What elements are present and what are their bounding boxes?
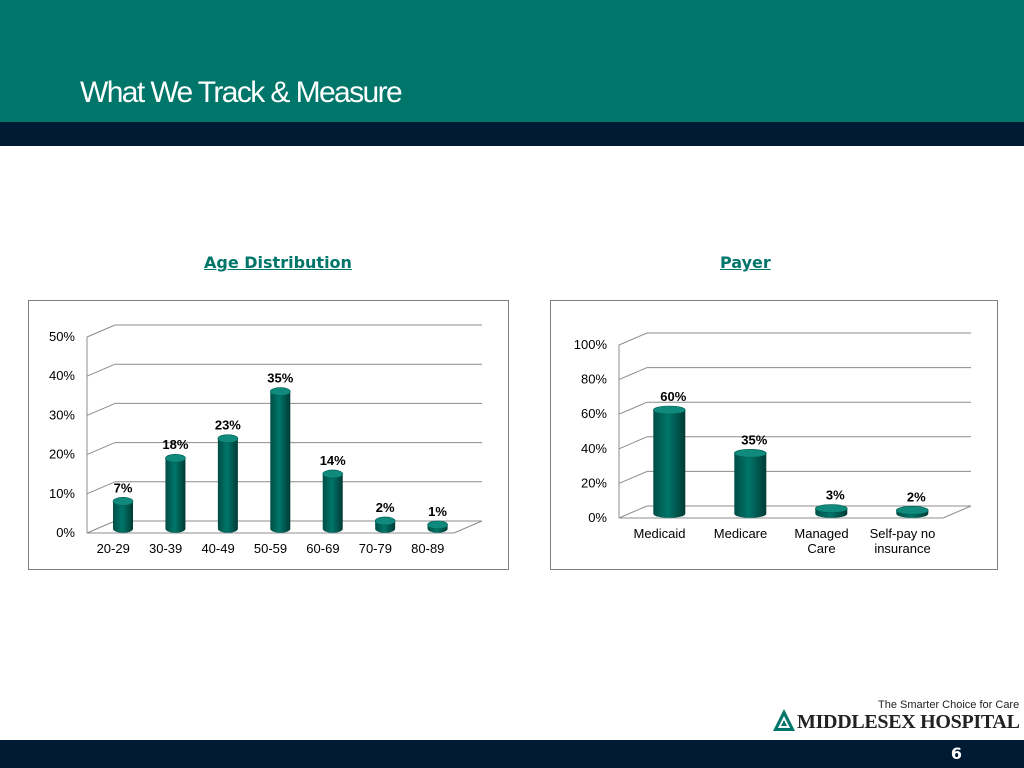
gridline-diagonal: [618, 470, 648, 484]
bar-top: [427, 520, 448, 530]
bar: [374, 516, 396, 533]
bar: [165, 453, 186, 533]
bar-body: [270, 391, 291, 533]
x-tick-label: Managed: [794, 526, 848, 541]
bar-top: [112, 497, 134, 506]
bar-top: [814, 504, 848, 513]
logo-triangle-icon: [772, 708, 796, 737]
floor-edge-diagonal: [453, 520, 483, 534]
y-tick-label: 50%: [49, 329, 75, 344]
age-distribution-chart: 0% 10% 20% 30% 40% 50% 7% 20-29 18% 30-39 23% 40-49…: [28, 300, 509, 570]
logo-tagline: The Smarter Choice for Care: [878, 699, 1020, 711]
payer-chart-svg: 0% 20% 40% 60% 80% 100% 60% Medicaid 35% Medicare…: [574, 332, 972, 556]
header-stripe: [0, 122, 1024, 146]
bar-top: [895, 506, 929, 515]
y-tick-label: 30%: [49, 407, 75, 422]
page-number: 6: [950, 744, 962, 763]
bar: [734, 448, 767, 518]
gridline-diagonal: [618, 505, 648, 519]
y-tick-label: 20%: [49, 447, 75, 462]
bar-body: [734, 453, 767, 518]
x-tick-label: 20-29: [97, 541, 130, 556]
value-label: 2%: [376, 500, 395, 515]
y-tick-label: 40%: [49, 368, 75, 383]
header-band: [0, 0, 1024, 122]
y-tick-label: 0%: [588, 510, 607, 525]
x-tick-label: 60-69: [306, 541, 339, 556]
x-tick-label: Care: [807, 541, 835, 556]
bar: [217, 434, 239, 533]
bar-body: [653, 410, 686, 518]
chart-gridlines: [618, 332, 971, 519]
gridline-diagonal: [618, 401, 648, 415]
x-tick-label: 70-79: [359, 541, 392, 556]
gridline-diagonal: [86, 442, 116, 456]
gridline-diagonal: [618, 367, 648, 381]
y-tick-label: 100%: [574, 337, 608, 352]
bar: [814, 504, 848, 518]
x-tick-label: 40-49: [201, 541, 234, 556]
gridline-diagonal: [86, 520, 116, 534]
bar: [270, 387, 291, 533]
y-tick-label: 40%: [581, 441, 607, 456]
value-label: 60%: [660, 389, 686, 404]
gridline-diagonal: [86, 324, 116, 338]
y-tick-label: 10%: [49, 486, 75, 501]
x-tick-label: Medicaid: [633, 526, 685, 541]
y-tick-label: 0%: [56, 525, 75, 540]
payer-chart-title: Payer: [720, 253, 771, 272]
x-tick-label: Medicare: [714, 526, 767, 541]
age-chart-title: Age Distribution: [204, 253, 352, 272]
chart-gridlines: [86, 324, 482, 534]
x-tick-label: 80-89: [411, 541, 444, 556]
y-tick-label: 20%: [581, 475, 607, 490]
x-tick-label: Self-pay no: [870, 526, 936, 541]
bar-top: [374, 516, 396, 526]
bar-top: [734, 448, 767, 458]
bar: [112, 497, 134, 533]
value-label: 23%: [215, 418, 241, 433]
y-tick-label: 60%: [581, 406, 607, 421]
bar: [653, 405, 686, 518]
bar-body: [322, 473, 343, 533]
bar-top: [217, 434, 239, 443]
gridline-diagonal: [86, 363, 116, 377]
slide-title: What We Track & Measure: [80, 76, 403, 109]
bar-body: [165, 458, 186, 533]
bar-top: [322, 469, 344, 479]
gridline-diagonal: [618, 332, 648, 346]
floor-edge-diagonal: [942, 505, 972, 519]
bar-top: [653, 405, 686, 415]
value-label: 14%: [320, 453, 346, 468]
bar-top: [270, 387, 291, 396]
y-tick-label: 80%: [581, 372, 607, 387]
bar-body: [217, 438, 238, 533]
bar: [895, 506, 929, 518]
bar-top: [165, 453, 186, 463]
x-tick-label: 30-39: [149, 541, 182, 556]
value-label: 35%: [267, 371, 293, 386]
gridline-diagonal: [86, 402, 116, 416]
value-label: 3%: [826, 488, 845, 503]
value-label: 2%: [907, 489, 926, 504]
footer-bar: [0, 740, 1024, 768]
age-chart-svg: 0% 10% 20% 30% 40% 50% 7% 20-29 18% 30-39 23% 40-49…: [49, 324, 483, 556]
value-label: 7%: [114, 480, 133, 495]
bar-body: [113, 501, 134, 533]
value-label: 1%: [428, 504, 447, 519]
payer-chart: 0% 20% 40% 60% 80% 100% 60% Medicaid 35% Medicare…: [550, 300, 998, 570]
x-tick-label: 50-59: [254, 541, 287, 556]
gridline-diagonal: [86, 481, 116, 495]
bar: [322, 469, 344, 533]
gridline-diagonal: [618, 436, 648, 450]
logo-name: MIDDLESEX HOSPITAL: [797, 711, 1020, 733]
value-label: 35%: [741, 432, 767, 447]
bar: [427, 520, 448, 533]
value-label: 18%: [162, 437, 188, 452]
x-tick-label: insurance: [874, 541, 930, 556]
